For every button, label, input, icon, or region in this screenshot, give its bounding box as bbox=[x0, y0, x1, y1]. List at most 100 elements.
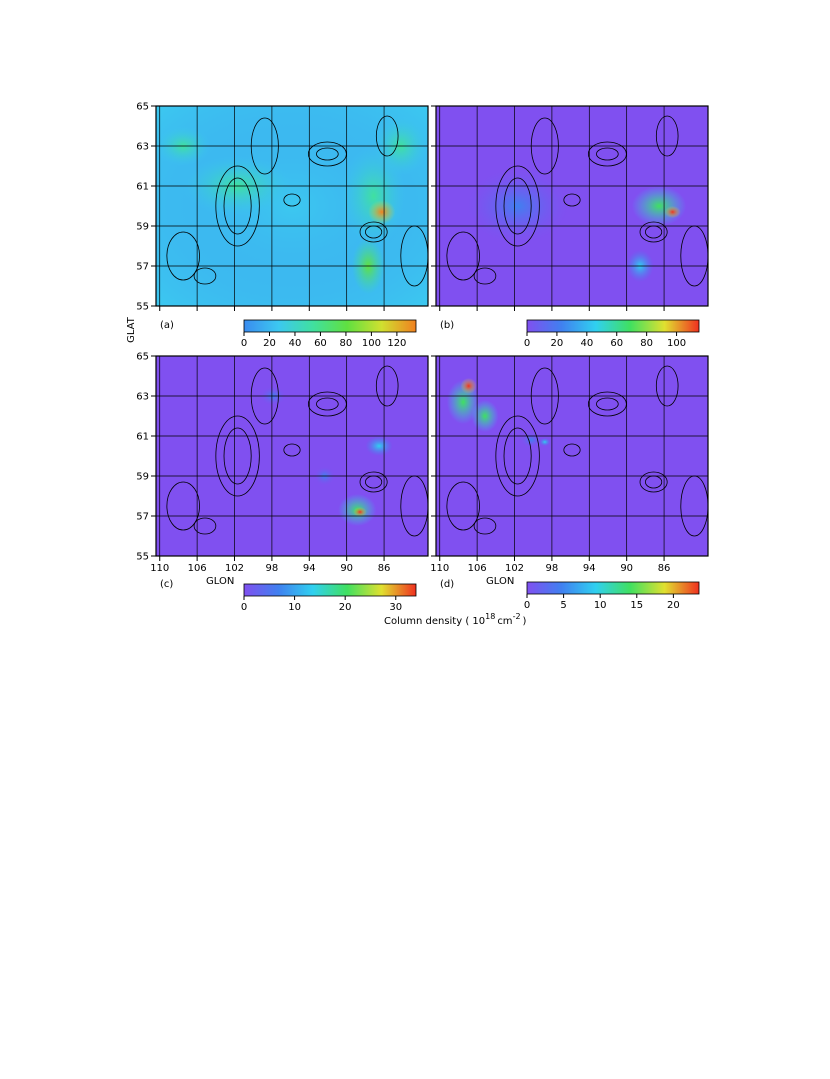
contour bbox=[166, 481, 200, 531]
density-blob bbox=[471, 400, 499, 432]
colorbar bbox=[243, 583, 417, 597]
y-tick-label: 61 bbox=[136, 182, 149, 193]
label-part: Column density ( 10 bbox=[384, 616, 485, 627]
y-tick-label: 63 bbox=[136, 142, 149, 153]
label-part: ) bbox=[523, 616, 527, 627]
panel-label: (a) bbox=[160, 320, 174, 331]
contour bbox=[495, 415, 540, 497]
contour bbox=[473, 517, 497, 535]
panel-frame bbox=[155, 355, 429, 557]
contour bbox=[223, 177, 252, 235]
x-tick-label: 110 bbox=[150, 563, 169, 574]
colorbar-tick-label: 20 bbox=[551, 338, 564, 349]
density-blob bbox=[368, 200, 396, 224]
colorbar-tick-label: 120 bbox=[387, 338, 406, 349]
contour bbox=[563, 193, 581, 207]
x-tick-label: 110 bbox=[430, 563, 449, 574]
panel-frame bbox=[155, 105, 429, 307]
panel: 110 106 102 98 94 90 86 55 57 59 61 63 65 (c) GLON 0 10 2… bbox=[136, 352, 429, 613]
colorbar-tick-label: 60 bbox=[610, 338, 623, 349]
contour bbox=[596, 397, 619, 411]
x-tick-label: 94 bbox=[303, 563, 316, 574]
contour bbox=[639, 221, 668, 243]
contour bbox=[316, 397, 339, 411]
x-tick-label: 90 bbox=[620, 563, 633, 574]
contour bbox=[283, 193, 301, 207]
x-tick-label: 86 bbox=[658, 563, 671, 574]
x-tick-label: 98 bbox=[546, 563, 559, 574]
panel-label: (c) bbox=[160, 579, 173, 590]
contour bbox=[655, 115, 679, 157]
colorbar-tick-label: 40 bbox=[580, 338, 593, 349]
label-sup: -2 bbox=[513, 612, 521, 621]
contour bbox=[193, 267, 217, 285]
contour bbox=[215, 165, 260, 247]
colorbar-tick-label: 100 bbox=[362, 338, 381, 349]
colorbar-tick-label: 0 bbox=[524, 338, 530, 349]
contour bbox=[223, 427, 252, 485]
density-blob bbox=[365, 436, 393, 456]
colorbar-tick-label: 10 bbox=[594, 600, 607, 611]
colorbar-tick-label: 60 bbox=[314, 338, 327, 349]
panel: 110 106 102 98 94 90 86 (d) GLON 0 5 10 15 20 bbox=[430, 355, 709, 611]
colorbar-tick-label: 10 bbox=[288, 602, 301, 613]
density-blob bbox=[353, 507, 367, 517]
x-tick-label: 90 bbox=[340, 563, 353, 574]
panel-label: (d) bbox=[440, 579, 454, 590]
y-tick-label: 57 bbox=[136, 512, 149, 523]
contour bbox=[215, 415, 260, 497]
y-tick-label: 63 bbox=[136, 392, 149, 403]
panel: 55 57 59 61 63 65 (a) 0 20 40 60 80 100 120 bbox=[136, 102, 429, 349]
contour bbox=[473, 267, 497, 285]
map-image bbox=[446, 365, 708, 537]
colorbar bbox=[526, 319, 700, 333]
contour bbox=[283, 443, 301, 457]
panel-frame bbox=[435, 355, 709, 557]
colorbar-tick-label: 5 bbox=[560, 600, 566, 611]
x-tick-label: 86 bbox=[378, 563, 391, 574]
contour bbox=[639, 471, 668, 493]
density-blob bbox=[664, 206, 681, 218]
y-tick-label: 65 bbox=[136, 352, 149, 363]
density-blob bbox=[631, 186, 687, 226]
y-tick-label: 55 bbox=[136, 302, 149, 313]
y-tick-label: 57 bbox=[136, 262, 149, 273]
y-axis-label: GLAT bbox=[126, 316, 137, 343]
colorbar-tick-label: 0 bbox=[524, 600, 530, 611]
y-tick-label: 61 bbox=[136, 432, 149, 443]
colorbar-tick-label: 0 bbox=[241, 338, 247, 349]
contour bbox=[503, 177, 532, 235]
x-tick-label: 98 bbox=[266, 563, 279, 574]
colorbar-tick-label: 40 bbox=[289, 338, 302, 349]
colorbar bbox=[243, 319, 417, 333]
contour bbox=[193, 517, 217, 535]
contour bbox=[495, 165, 540, 247]
x-tick-label: 94 bbox=[583, 563, 596, 574]
contour bbox=[359, 221, 388, 243]
x-axis-label: GLON bbox=[206, 576, 234, 587]
x-axis-label: GLON bbox=[486, 576, 514, 587]
y-tick-label: 65 bbox=[136, 102, 149, 113]
colorbar-tick-label: 30 bbox=[389, 602, 402, 613]
density-blob bbox=[539, 438, 551, 446]
colorbar bbox=[526, 581, 700, 595]
y-tick-label: 55 bbox=[136, 552, 149, 563]
contour bbox=[596, 147, 619, 161]
contour bbox=[166, 231, 200, 281]
colorbar-tick-label: 0 bbox=[241, 602, 247, 613]
contour bbox=[503, 427, 532, 485]
colorbar-tick-label: 20 bbox=[667, 600, 680, 611]
colorbar-tick-label: 80 bbox=[340, 338, 353, 349]
contour bbox=[316, 147, 339, 161]
x-tick-label: 106 bbox=[188, 563, 207, 574]
contour bbox=[446, 481, 480, 531]
colorbar-label: Column density ( 1018 cm-2) bbox=[384, 612, 527, 627]
contour bbox=[375, 115, 399, 157]
colorbar-tick-label: 80 bbox=[640, 338, 653, 349]
colorbar-tick-label: 100 bbox=[667, 338, 686, 349]
panel-frame bbox=[435, 105, 709, 307]
label-part: cm bbox=[497, 616, 512, 627]
contour bbox=[446, 231, 480, 281]
y-tick-label: 59 bbox=[136, 222, 149, 233]
